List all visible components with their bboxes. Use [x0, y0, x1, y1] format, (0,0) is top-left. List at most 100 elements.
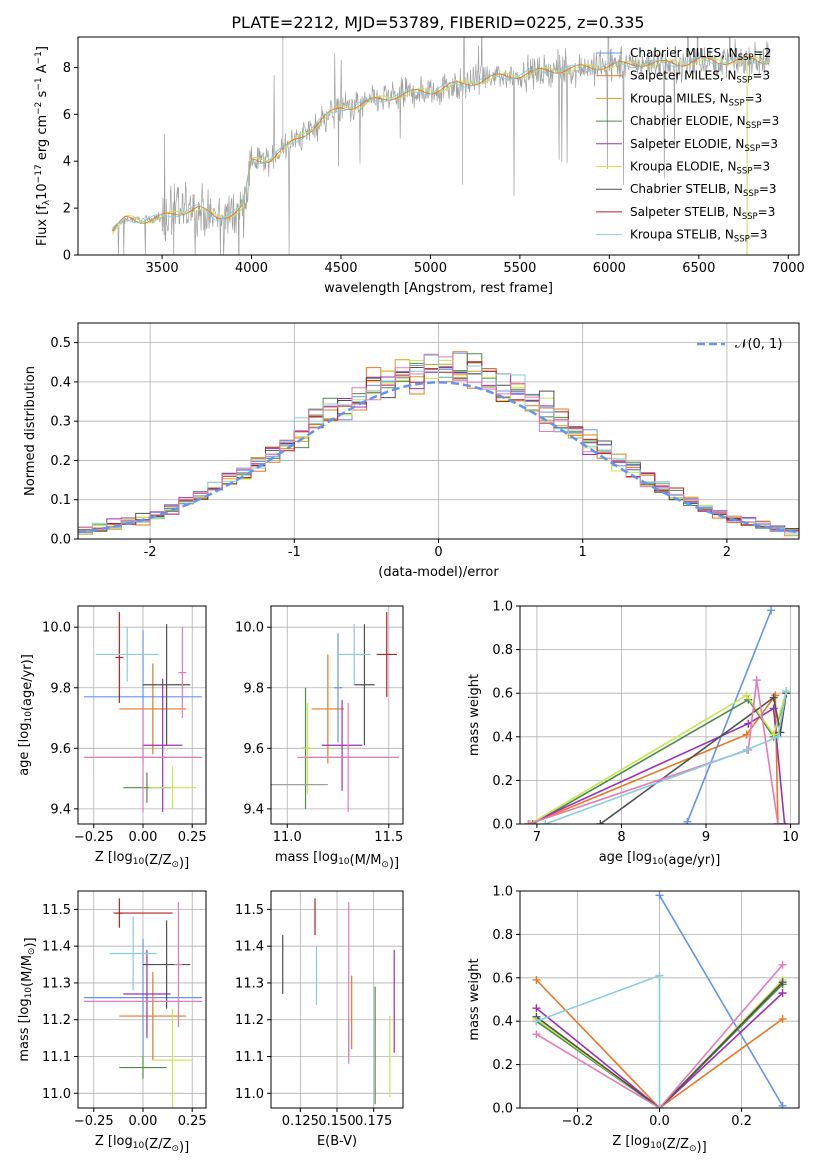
y-tick-label: 4 — [63, 155, 71, 170]
plus-marker — [655, 971, 664, 980]
plus-marker — [524, 820, 533, 824]
plus-marker — [773, 732, 782, 741]
x-tick-label: 0.2 — [731, 1114, 752, 1129]
plus-marker — [526, 820, 535, 824]
y-tick-label: 0 — [63, 249, 71, 264]
model-spectrum-line — [111, 56, 770, 229]
frame-age-vs-Z: −0.25 0.00 0.25 9.4 9.6 9.8 10.0 Z [log10(Z/Z⊙)… — [17, 605, 207, 871]
y-tick-label: 0.4 — [50, 375, 71, 390]
y-tick-label: 0.8 — [492, 928, 513, 943]
frame-mass-vs-Z: −0.25 0.00 0.25 11.0 11.1 11.2 11.3 11.4 11.5 Z [… — [17, 890, 207, 1155]
x-tick-label: 0.0 — [649, 1114, 670, 1129]
plus-marker — [541, 820, 550, 824]
y-tick-label: 0.2 — [492, 774, 513, 789]
mass-weight-line — [599, 693, 788, 824]
x-tick-label: 7000 — [772, 261, 805, 276]
x-tick-label: 10 — [782, 830, 799, 845]
y-axis-label: Flux [fλ10−17 erg cm−2 s−1 A−1] — [34, 46, 52, 246]
plus-marker — [596, 820, 605, 824]
y-axis-label: mass weight — [467, 674, 482, 756]
x-axis-label: Z [log10(Z/Z⊙)] — [95, 1134, 189, 1155]
x-tick-label: 0.25 — [178, 830, 207, 845]
y-axis-label: mass weight — [467, 958, 482, 1040]
mass-weight-line — [535, 979, 784, 1108]
plus-marker — [767, 606, 776, 615]
y-tick-label: 0.6 — [492, 971, 513, 986]
legend-label: Chabrier STELIB, NSSP=3 — [630, 182, 777, 199]
plus-marker — [742, 691, 751, 700]
plus-marker — [532, 1004, 541, 1013]
plus-marker — [769, 730, 778, 739]
model-spectrum-line — [111, 56, 770, 235]
weight-vs-age-lines — [524, 606, 791, 824]
frame-residuals: -2 -1 0 1 2 0.0 0.1 0.2 0.3 0.4 0.5 (data-model)/er… — [23, 322, 800, 580]
y-tick-label: 0.3 — [50, 415, 71, 430]
y-tick-label: 0.2 — [492, 1058, 513, 1073]
x-axis-label: wavelength [Angstrom, rest frame] — [324, 281, 553, 296]
plot-frame — [270, 605, 404, 825]
y-tick-label: 11.4 — [235, 940, 264, 955]
legend-label: Kroupa MILES, NSSP=3 — [630, 91, 762, 108]
y-tick-label: 9.8 — [243, 681, 264, 696]
legend-label: Kroupa STELIB, NSSP=3 — [630, 228, 768, 245]
x-tick-label: 0.00 — [129, 830, 158, 845]
mass-weight-line — [535, 992, 784, 1108]
y-tick-label: 6 — [63, 108, 71, 123]
y-tick-label: 8 — [63, 61, 71, 76]
plus-marker — [769, 693, 778, 702]
legend-label: Chabrier MILES, NSSP=2 — [630, 46, 771, 63]
plus-marker — [778, 960, 787, 969]
mass-weight-line — [535, 981, 784, 1108]
x-tick-label: 4000 — [235, 261, 268, 276]
x-axis-label: (data-model)/error — [378, 565, 499, 580]
plus-marker — [773, 820, 782, 824]
mass-weight-line — [528, 707, 786, 824]
x-tick-label: 6000 — [593, 261, 626, 276]
y-tick-label: 10.0 — [42, 621, 71, 636]
y-tick-label: 0.5 — [50, 336, 71, 351]
x-axis-label: Z [log10(Z/Z⊙)] — [95, 850, 189, 871]
y-tick-label: 9.4 — [243, 802, 264, 817]
frame-weight-vs-age: 7 8 9 10 0.0 0.2 0.4 0.6 0.8 1.0 age [log10(age/yr… — [467, 600, 800, 868]
plus-marker — [752, 676, 761, 685]
y-tick-label: 0.4 — [492, 1015, 513, 1030]
mass-weight-line — [686, 610, 772, 823]
x-tick-label: −0.2 — [562, 1114, 594, 1129]
plus-marker — [742, 745, 751, 754]
mass-vs-Z-points — [83, 898, 203, 1108]
y-tick-label: 0.0 — [492, 818, 513, 833]
mass-weight-line — [529, 690, 788, 824]
y-tick-label: 10.0 — [235, 621, 264, 636]
plot-frame — [77, 36, 800, 256]
plot-frame — [77, 890, 207, 1109]
plus-marker — [776, 728, 785, 737]
plus-marker — [778, 988, 787, 997]
x-tick-label: 3500 — [146, 261, 179, 276]
legend-label: 𝒩(0, 1) — [735, 337, 782, 352]
residual-histogram-series — [78, 354, 799, 535]
spectrum-plot — [111, 37, 771, 255]
plot-frame — [519, 605, 800, 825]
plot-frame — [77, 605, 207, 825]
y-axis-label: Normed distribution — [23, 366, 38, 496]
mass-weight-line — [535, 979, 784, 1108]
plus-marker — [655, 891, 664, 900]
y-tick-label: 11.2 — [235, 1013, 264, 1028]
y-tick-label: 11.0 — [42, 1087, 71, 1102]
x-tick-label: −0.25 — [74, 830, 114, 845]
plus-marker — [532, 1017, 541, 1026]
plus-marker — [782, 687, 791, 696]
y-tick-label: 9.6 — [243, 742, 264, 757]
x-tick-label: 4500 — [324, 261, 357, 276]
frame-weight-vs-Z: −0.2 0.0 0.2 0.0 0.2 0.4 0.6 0.8 1.0 Z [log10(Z/Z… — [467, 885, 800, 1155]
plus-marker — [532, 1030, 541, 1039]
residual-legend: 𝒩(0, 1) — [697, 337, 782, 352]
mass-weight-line — [535, 964, 784, 1108]
y-tick-label: 0.6 — [492, 687, 513, 702]
x-tick-label: -2 — [144, 545, 157, 560]
x-tick-label: 1 — [579, 545, 587, 560]
axes-mass-vs-Z — [78, 891, 206, 1108]
mass-weight-line — [535, 983, 784, 1108]
x-axis-label: mass [log10(M/M⊙)] — [275, 850, 399, 871]
